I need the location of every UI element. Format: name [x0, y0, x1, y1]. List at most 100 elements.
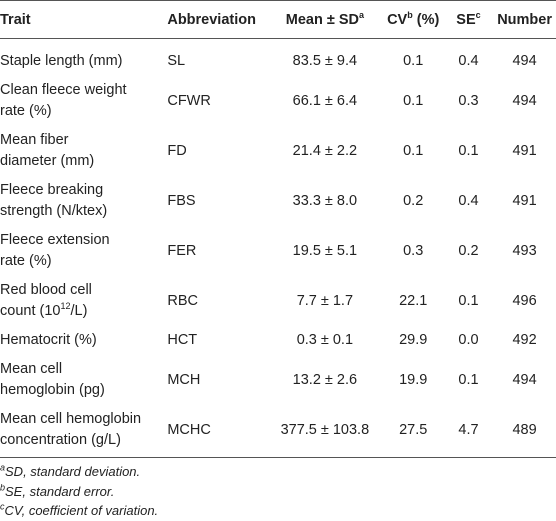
trait-cell: Mean cell hemoglobin (pg): [0, 355, 167, 405]
cell-line: Clean fleece weight: [0, 80, 163, 101]
footnote: bSE, standard error.: [0, 482, 556, 502]
table-row: Clean fleece weight rate (%) CFWR 66.1 ± 6.…: [0, 76, 556, 126]
text: Trait: [0, 11, 31, 28]
table-row: Staple length (mm) SL 83.5 ± 9.4 0.1 0.4 494: [0, 39, 556, 77]
table-cell: 21.4 ± 2.2: [267, 126, 383, 176]
cell-text: 494: [512, 92, 537, 109]
table-row: Mean fiber diameter (mm) FD 21.4 ± 2.2 0.1 0.…: [0, 126, 556, 176]
table-cell: 4.7: [443, 405, 494, 458]
text: Staple length (mm): [0, 53, 123, 69]
table-cell: 0.1: [444, 355, 493, 405]
table-cell: 0.0: [444, 326, 493, 355]
cell-text: CFWR: [167, 92, 211, 109]
trait-cell: Fleece breaking strength (N/ktex): [0, 176, 167, 226]
text: Fleece extension: [0, 232, 110, 248]
cell-text: 4.7: [458, 421, 479, 438]
cell-text: 494: [512, 53, 537, 69]
cell-line: Mean fiber: [0, 130, 163, 151]
table-row: Mean cell hemoglobin (pg) MCH 13.2 ± 2.6 19.…: [0, 355, 556, 405]
trait-cell: Red blood cell count (1012/L): [0, 276, 167, 326]
header-cell: Abbreviation: [167, 0, 268, 39]
cell-text: MCH: [167, 371, 201, 388]
table-cell: 13.2 ± 2.6: [267, 355, 383, 405]
cell-text: 19.5 ± 5.1: [292, 242, 358, 259]
text: strength (N/ktex): [0, 203, 108, 219]
header-cell: SEc: [443, 0, 494, 39]
cell-text: RBC: [167, 292, 198, 309]
table-cell: 29.9: [383, 326, 444, 355]
cell-line: diameter (mm): [0, 151, 163, 172]
table-cell: 492: [493, 326, 556, 355]
table-cell: FD: [167, 126, 267, 176]
text: concentration (g/L): [0, 432, 121, 448]
cell-text: 493: [512, 242, 537, 259]
text: Mean cell: [0, 361, 63, 377]
table-cell: 0.1: [383, 76, 444, 126]
trait-cell: Hematocrit (%): [0, 326, 167, 355]
footnote: aSD, standard deviation.: [0, 462, 556, 482]
table-cell: 491: [493, 176, 556, 226]
text: Mean fiber: [0, 132, 69, 148]
cell-text: 496: [512, 292, 537, 309]
cell-line: count (1012/L): [0, 301, 163, 322]
trait-cell: Staple length (mm): [0, 39, 167, 77]
table-cell: FER: [167, 226, 267, 276]
cell-text: 494: [512, 371, 537, 388]
text: Mean ± SD: [285, 11, 359, 28]
cell-text: FBS: [167, 192, 196, 209]
superscript: 12: [60, 301, 71, 312]
cell-text: 33.3 ± 8.0: [292, 192, 358, 209]
footnote: cCV, coefficient of variation.: [0, 501, 556, 521]
cell-line: Fleece breaking: [0, 180, 163, 201]
header-row: Trait Abbreviation Mean ± SDa CVb (%) SEc Num…: [0, 0, 556, 39]
data-table: Trait Abbreviation Mean ± SDa CVb (%) SEc Num…: [0, 0, 556, 458]
text: SE: [456, 11, 476, 28]
cell-text: 13.2 ± 2.6: [292, 371, 358, 388]
text: CV: [387, 11, 408, 28]
cell-text: 27.5: [399, 421, 428, 438]
text: rate (%): [0, 103, 52, 119]
table-cell: SL: [167, 39, 267, 77]
table-cell: RBC: [167, 276, 267, 326]
cell-text: 0.1: [458, 371, 479, 388]
superscript: a: [358, 9, 364, 20]
cell-text: 0.1: [403, 53, 424, 69]
table-cell: 377.5 ± 103.8: [267, 405, 383, 458]
table-cell: 0.4: [444, 176, 493, 226]
cell-line: concentration (g/L): [0, 430, 163, 451]
table-cell: 19.5 ± 5.1: [267, 226, 383, 276]
table-cell: 0.3 ± 0.1: [267, 326, 383, 355]
table-cell: MCHC: [167, 405, 268, 458]
cell-text: 7.7 ± 1.7: [296, 292, 354, 309]
table-cell: 0.2: [444, 226, 493, 276]
cell-line: Hematocrit (%): [0, 330, 163, 351]
cell-text: 0.2: [403, 192, 424, 209]
footnote-mark: a: [0, 462, 6, 473]
table-cell: 494: [493, 355, 556, 405]
cell-text: 21.4 ± 2.2: [292, 142, 358, 159]
text: hemoglobin (pg): [0, 382, 105, 398]
header-cell: Number: [493, 0, 556, 39]
footnote-mark: b: [0, 482, 6, 493]
trait-cell: Mean cell hemoglobin concentration (g/L): [0, 405, 168, 458]
cell-text: FD: [167, 142, 187, 159]
trait-cell: Fleece extension rate (%): [0, 226, 167, 276]
footnote-mark: c: [0, 501, 5, 512]
cell-text: MCHC: [167, 421, 211, 438]
cell-text: HCT: [167, 332, 198, 348]
table-cell: 0.2: [383, 176, 444, 226]
text: rate (%): [0, 253, 52, 269]
cell-line: Fleece extension: [0, 230, 163, 251]
table-cell: 0.3: [383, 226, 444, 276]
text: Abbreviation: [167, 11, 256, 28]
text: Fleece breaking: [0, 182, 104, 198]
table-cell: 0.4: [444, 39, 493, 77]
text: /L): [70, 303, 88, 319]
table-cell: 491: [493, 126, 556, 176]
cell-text: 0.1: [403, 142, 424, 159]
table-cell: 7.7 ± 1.7: [267, 276, 383, 326]
header-cell: CVb (%): [382, 0, 444, 39]
table-cell: 22.1: [383, 276, 444, 326]
table-cell: 83.5 ± 9.4: [267, 39, 383, 77]
cell-text: 0.4: [458, 53, 479, 69]
